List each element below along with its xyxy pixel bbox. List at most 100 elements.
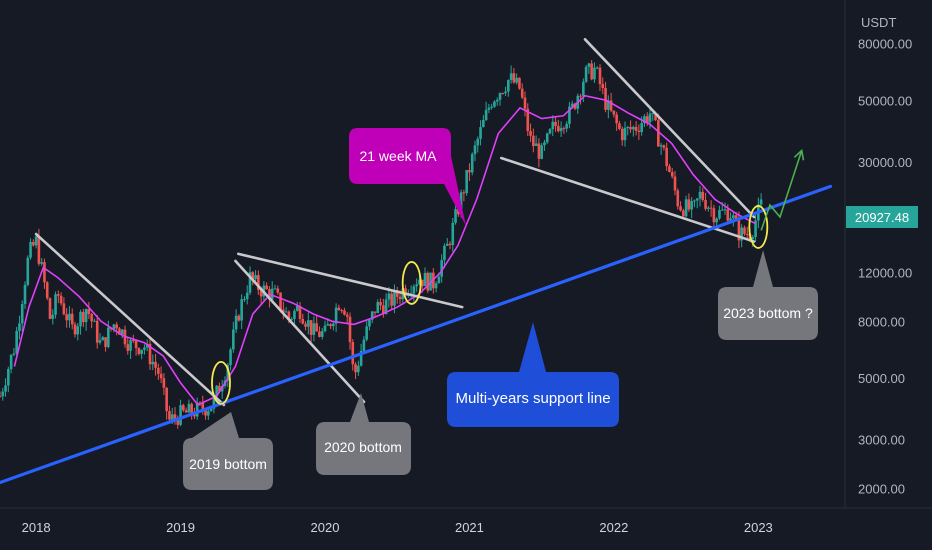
candle-body [334,307,338,324]
candle-body [509,73,513,81]
candle-body [501,93,505,95]
candle-body [723,209,727,211]
candle-body [729,218,732,221]
candle-body [95,320,99,343]
candle-body [390,293,393,306]
candle-body [462,192,466,194]
last-price-badge: 20927.48 [846,206,918,228]
candle-body [668,166,671,173]
price-axis-labels: 80000.00 50000.00 30000.00 12000.00 8000.00 5… [858,37,912,497]
candle-body [648,113,652,123]
candle-body [370,311,374,320]
bottom-2023-callout-text: 2023 bottom ? [723,305,813,321]
candle-body [126,344,130,351]
candle-body [207,411,210,416]
candle-body [354,364,357,373]
candle-body [137,348,141,354]
candle-body [18,323,21,331]
price-axis-unit: USDT [861,15,896,30]
candle-body [595,67,599,69]
candle-body [265,285,268,290]
candle-body [701,191,705,200]
candle-body [732,215,735,219]
candle-body [418,279,421,285]
candle-body [518,77,521,89]
candle-body [237,315,241,321]
candle-body [293,310,296,319]
candle-body [657,120,660,147]
candle-body [40,262,43,264]
support-line [0,184,833,485]
candle-body [590,63,593,80]
price-tick-label: 80000.00 [858,37,912,52]
candle-body [382,305,385,314]
candle-body [318,331,321,337]
candle-body [718,209,721,219]
candle-body [715,218,718,223]
price-tick-label: 12000.00 [858,265,912,280]
candle-body [468,170,471,173]
candle-body [140,349,143,354]
candle-body [132,340,135,342]
candle-body [173,414,177,419]
candle-body [598,67,602,85]
price-tick-label: 50000.00 [858,93,912,108]
candle-body [340,310,343,312]
candle-body [604,88,607,110]
candle-body [329,324,332,327]
candle-body [112,324,116,330]
candle-body [534,143,538,146]
candle-body [332,323,335,327]
candle-body [48,298,52,319]
candle-body [0,396,2,398]
candle-body [82,311,85,323]
candle-body [145,343,149,348]
candle-body [290,318,293,320]
candle-body [423,272,427,287]
candle-body [393,290,396,306]
candle-body [712,208,716,223]
candle-body [168,411,171,420]
candle-body [451,222,455,245]
candle-body [543,142,546,146]
time-tick-label: 2023 [744,520,773,535]
candle-body [307,320,310,327]
time-tick-label: 2019 [166,520,195,535]
candle-body [490,106,493,108]
candle-body [507,80,510,92]
candle-body [315,323,318,332]
candle-body [9,354,13,370]
time-tick-label: 2018 [22,520,51,535]
candle-body [182,405,185,411]
candle-body [754,220,757,238]
candle-body [93,320,96,322]
support-callout-bubble [447,322,619,427]
ma-callout-bubble [349,128,466,226]
bottom-2019-callout-text: 2019 bottom [189,456,267,472]
candle-body [379,302,382,306]
price-tick-label: 5000.00 [858,371,905,386]
candle-body [673,176,677,191]
candle-body [282,309,285,313]
candle-body [70,313,74,325]
candle-body [154,361,157,368]
candle-body [343,310,346,315]
candle-body [234,315,238,330]
candle-body [337,307,341,311]
candle-body [118,328,121,335]
candle-body [165,387,168,412]
candle-body [440,260,443,277]
time-tick-label: 2022 [599,520,628,535]
price-tick-label: 2000.00 [858,481,905,496]
candle-body [304,323,307,327]
candle-body [15,330,18,354]
candle-body [79,311,82,327]
candle-body [376,302,380,313]
candle-body [84,309,88,323]
candle-body [743,227,746,234]
ma-callout-text: 21 week MA [359,148,437,164]
candle-body [179,405,182,425]
candle-body [273,288,277,290]
